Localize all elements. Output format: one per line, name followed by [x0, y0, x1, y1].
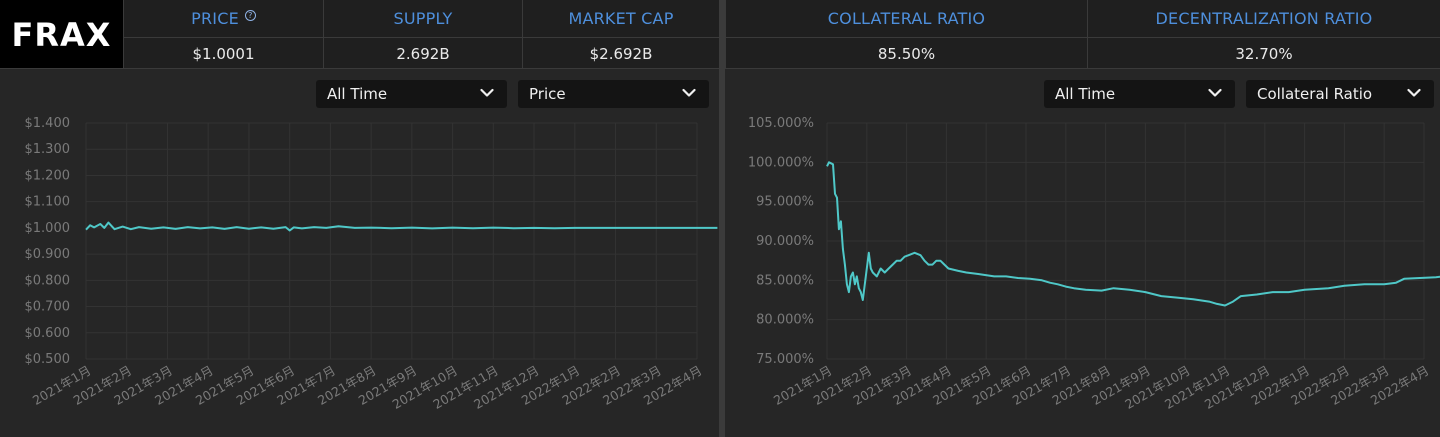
stat-collateral-ratio-label: COLLATERAL RATIO: [726, 0, 1087, 38]
y-tick-label: $1.200: [25, 168, 71, 183]
metric-dropdown[interactable]: Price: [518, 80, 709, 108]
y-tick-label: 105.000%: [748, 116, 814, 131]
y-tick-label: $0.500: [25, 352, 71, 367]
stat-price-value: $1.0001: [192, 44, 255, 63]
chevron-down-icon: [1208, 88, 1222, 97]
time-range-dropdown[interactable]: All Time: [316, 80, 507, 108]
stat-collateral-ratio-value: 85.50%: [877, 44, 936, 63]
y-tick-label: $1.100: [25, 195, 71, 210]
price-chart-panel: All Time Price $1.400 $1.300 $1.200 $1.100 $…: [0, 69, 719, 437]
stat-supply: SUPPLY 2.692B: [323, 0, 522, 69]
stat-decentralization-ratio-label: DECENTRALIZATION RATIO: [1088, 0, 1440, 38]
stat-price: PRICE ? $1.0001: [123, 0, 323, 69]
stat-price-label: PRICE ?: [124, 0, 323, 38]
y-tick-label: $0.900: [25, 247, 71, 262]
frax-logo[interactable]: FRAX: [0, 0, 123, 69]
time-range-dropdown[interactable]: All Time: [1044, 80, 1235, 108]
y-tick-label: $0.700: [25, 300, 71, 315]
y-tick-label: 85.000%: [756, 273, 814, 288]
y-tick-label: $0.600: [25, 326, 71, 341]
y-tick-label: $1.400: [25, 116, 71, 131]
stat-market-cap: MARKET CAP $2.692B: [522, 0, 719, 69]
info-icon[interactable]: ?: [244, 10, 256, 21]
y-tick-label: 80.000%: [756, 313, 814, 328]
stat-market-cap-label: MARKET CAP: [523, 0, 719, 38]
metric-dropdown[interactable]: Collateral Ratio: [1246, 80, 1434, 108]
collateral-ratio-chart-panel: All Time Collateral Ratio 105.000% 100.00…: [725, 69, 1440, 437]
y-tick-label: 95.000%: [756, 195, 814, 210]
chevron-down-icon: [1407, 88, 1421, 97]
collateral-ratio-line-chart[interactable]: 105.000% 100.000% 95.000% 90.000% 85.000% 80.…: [725, 69, 1440, 437]
stat-collateral-ratio: COLLATERAL RATIO 85.50%: [725, 0, 1087, 69]
chevron-down-icon: [480, 88, 494, 97]
panel-divider: [719, 0, 725, 437]
y-tick-label: $1.000: [25, 221, 71, 236]
stat-decentralization-ratio: DECENTRALIZATION RATIO 32.70%: [1087, 0, 1440, 69]
y-tick-label: $0.800: [25, 273, 71, 288]
stat-market-cap-value: $2.692B: [589, 44, 653, 63]
y-tick-label: $1.300: [25, 142, 71, 157]
y-tick-label: 75.000%: [756, 352, 814, 367]
stat-supply-label: SUPPLY: [324, 0, 522, 38]
y-tick-label: 90.000%: [756, 234, 814, 249]
y-tick-label: 100.000%: [748, 155, 814, 170]
series-line: [85, 221, 718, 232]
stat-supply-value: 2.692B: [396, 44, 450, 63]
chevron-down-icon: [682, 88, 696, 97]
series-line: [826, 161, 1440, 307]
stat-decentralization-ratio-value: 32.70%: [1235, 44, 1293, 63]
price-line-chart[interactable]: $1.400 $1.300 $1.200 $1.100 $1.000 $0.900 $0.8…: [0, 69, 719, 437]
